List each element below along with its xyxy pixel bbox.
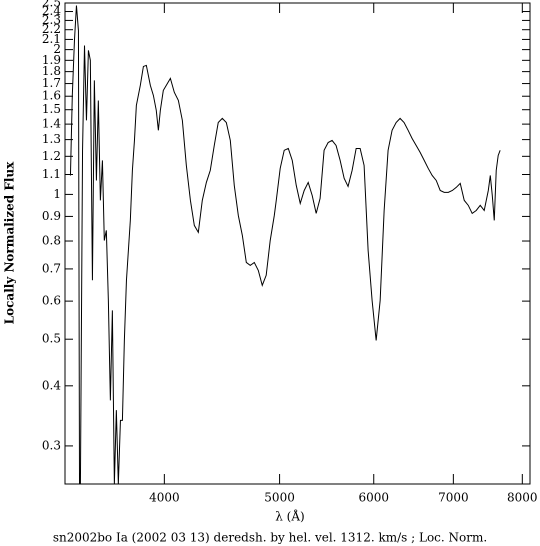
y-tick-label: 0.9: [42, 209, 61, 223]
y-tick-label: 1.5: [42, 102, 61, 116]
y-tick-label: 1.4: [42, 117, 61, 131]
y-tick-label: 2: [53, 42, 61, 56]
y-tick-label: 1.6: [42, 89, 61, 103]
y-tick-label: 1.8: [42, 64, 61, 78]
y-tick-label: 1.9: [42, 53, 61, 67]
y-tick-label: 2.4: [42, 4, 61, 18]
caption: sn2002bo Ia (2002 03 13) deredsh. by hel…: [53, 531, 487, 545]
y-tick-label: 1.3: [42, 132, 61, 146]
y-tick-label: 0.5: [42, 332, 61, 346]
y-axis-title: Locally Normalized Flux: [3, 161, 17, 324]
x-axis-title: λ (Å): [275, 509, 304, 524]
y-tick-label: 0.7: [42, 261, 61, 275]
plot-frame: [64, 2, 531, 485]
y-tick-label: 2.2: [42, 22, 61, 36]
y-tick-label: 0.8: [42, 234, 61, 248]
x-tick-label: 8000: [507, 491, 538, 505]
y-tick-label: 1.1: [42, 167, 61, 181]
x-tick-label: 6000: [358, 491, 389, 505]
y-tick-label: 2.3: [42, 13, 61, 27]
x-tick-label: 7000: [438, 491, 469, 505]
spectrum-line: [69, 5, 501, 484]
y-tick-label: 2.5: [42, 0, 61, 10]
y-tick-label: 2.1: [42, 32, 61, 46]
y-tick-label: 1.2: [42, 149, 61, 163]
y-tick-label: 0.4: [42, 378, 61, 392]
y-tick-label: 0.6: [42, 294, 61, 308]
x-tick-label: 5000: [264, 491, 295, 505]
y-tick-label: 1: [53, 187, 61, 201]
y-tick-label: 1.7: [42, 76, 61, 90]
x-tick-label: 4000: [149, 491, 180, 505]
y-tick-label: 0.3: [42, 438, 61, 452]
